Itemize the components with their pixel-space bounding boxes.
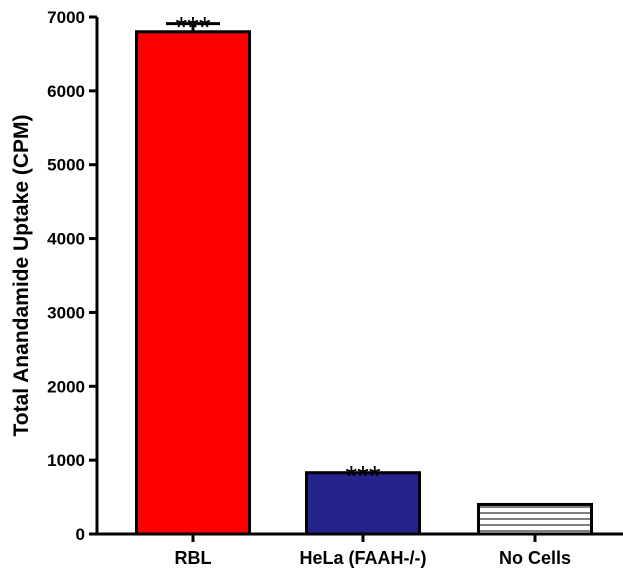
bar-3 bbox=[477, 502, 593, 536]
x-category-label: No Cells bbox=[499, 548, 571, 568]
y-tick-label: 6000 bbox=[47, 82, 85, 101]
x-category-label: RBL bbox=[175, 548, 212, 568]
y-axis-title: Total Anandamide Uptake (CPM) bbox=[10, 114, 33, 436]
y-tick-label: 4000 bbox=[47, 230, 85, 249]
y-tick-label: 5000 bbox=[47, 156, 85, 175]
plot-area: 0 1000 2000 3000 4000 5000 6000 7000 RBL *** HeLa … bbox=[47, 8, 623, 568]
y-tick-label: 0 bbox=[76, 525, 85, 544]
significance-label: *** bbox=[175, 12, 210, 45]
y-tick-label: 7000 bbox=[47, 8, 85, 27]
x-category-label: HeLa (FAAH-/-) bbox=[300, 548, 427, 568]
y-tick-label: 1000 bbox=[47, 451, 85, 470]
bar-2 bbox=[305, 471, 421, 536]
y-tick-label: 3000 bbox=[47, 303, 85, 322]
bar-1 bbox=[135, 30, 251, 536]
significance-label: *** bbox=[345, 461, 380, 494]
y-tick-label: 2000 bbox=[47, 377, 85, 396]
